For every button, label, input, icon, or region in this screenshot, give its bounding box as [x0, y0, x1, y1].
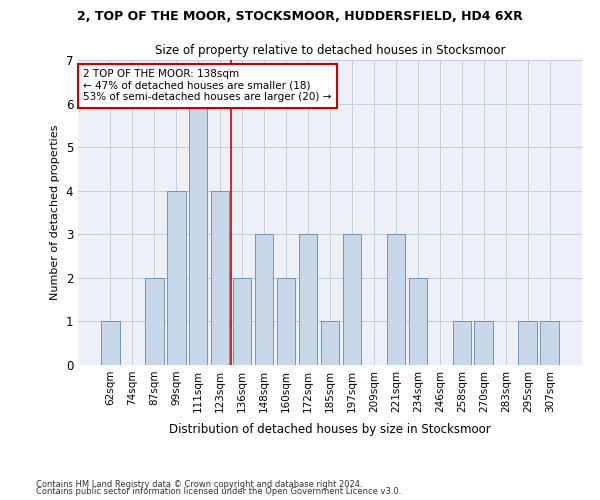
Bar [145, 278, 164, 365]
Bar [101, 322, 119, 365]
Bar [277, 278, 295, 365]
Bar [189, 104, 208, 365]
Bar [541, 322, 559, 365]
Text: 2, TOP OF THE MOOR, STOCKSMOOR, HUDDERSFIELD, HD4 6XR: 2, TOP OF THE MOOR, STOCKSMOOR, HUDDERSF… [77, 10, 523, 23]
Bar [518, 322, 537, 365]
Bar [233, 278, 251, 365]
Text: Contains HM Land Registry data © Crown copyright and database right 2024.: Contains HM Land Registry data © Crown c… [36, 480, 362, 489]
Text: 2 TOP OF THE MOOR: 138sqm
← 47% of detached houses are smaller (18)
53% of semi-: 2 TOP OF THE MOOR: 138sqm ← 47% of detac… [83, 69, 331, 102]
Bar [386, 234, 405, 365]
Bar [211, 190, 229, 365]
Text: Contains public sector information licensed under the Open Government Licence v3: Contains public sector information licen… [36, 488, 401, 496]
Y-axis label: Number of detached properties: Number of detached properties [50, 125, 60, 300]
Bar [409, 278, 427, 365]
Title: Size of property relative to detached houses in Stocksmoor: Size of property relative to detached ho… [155, 44, 505, 58]
Bar [452, 322, 471, 365]
Bar [299, 234, 317, 365]
X-axis label: Distribution of detached houses by size in Stocksmoor: Distribution of detached houses by size … [169, 423, 491, 436]
Bar [475, 322, 493, 365]
Bar [167, 190, 185, 365]
Bar [343, 234, 361, 365]
Bar [320, 322, 340, 365]
Bar [255, 234, 274, 365]
